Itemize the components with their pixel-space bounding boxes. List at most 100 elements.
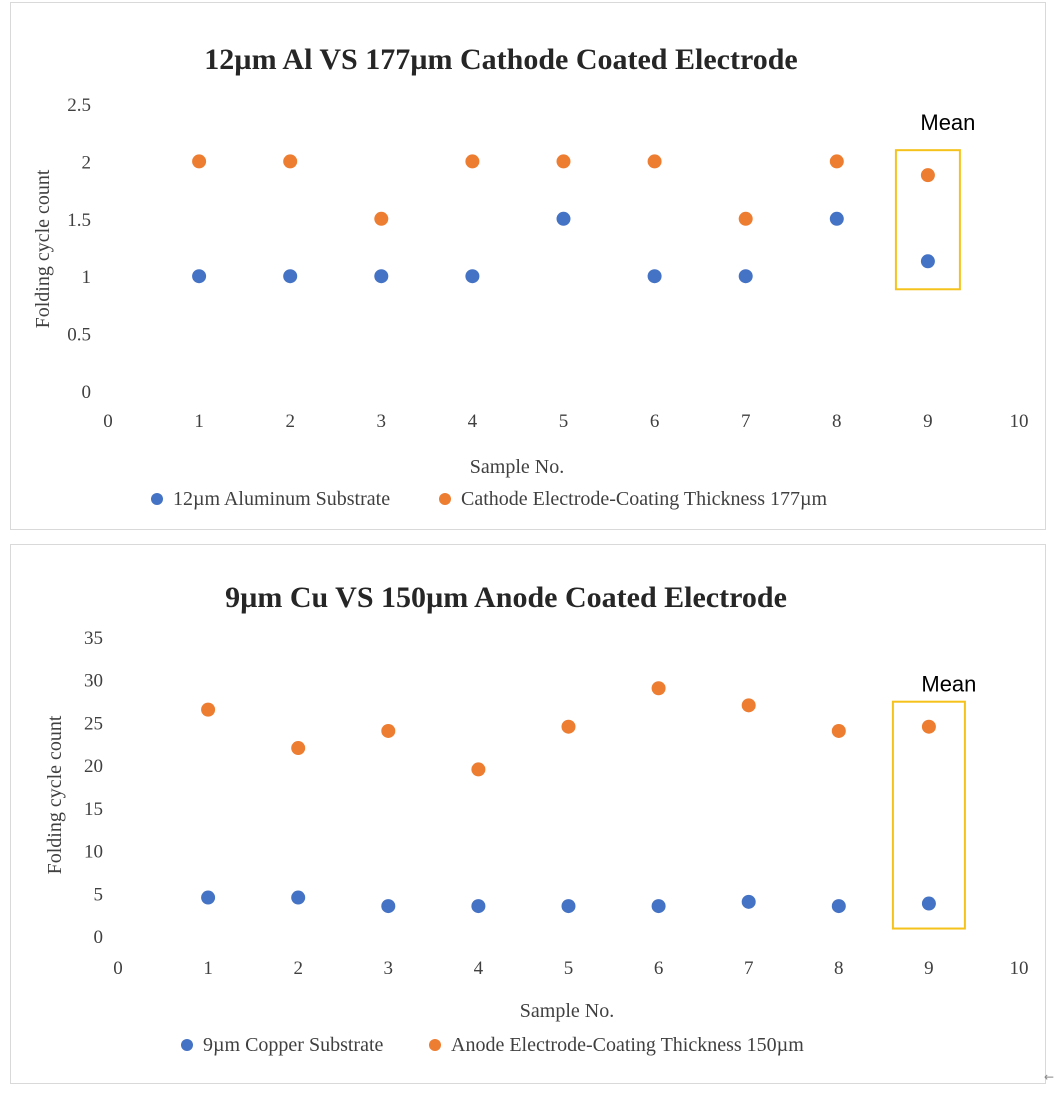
data-point-series-0 (283, 269, 298, 284)
x-tick-labels: 0 1 2 3 4 5 6 7 8 9 10 (113, 958, 1028, 979)
x-tick-labels: 0 1 2 3 4 5 6 7 8 9 10 (103, 411, 1028, 432)
y-tick-labels: 0 5 10 15 20 25 30 35 (84, 628, 103, 948)
mean-annotation: Mean (891, 672, 976, 930)
x-tick-label: 7 (744, 958, 754, 979)
data-point-series-0 (829, 211, 844, 226)
data-point-series-1 (921, 719, 936, 734)
chart-panel-cathode: 12µm Al VS 177µm Cathode Coated Electrod… (10, 2, 1046, 530)
legend-marker-cathode (439, 493, 451, 505)
chart-legend: 9µm Copper Substrate Anode Electrode-Coa… (181, 1034, 804, 1056)
x-tick-label: 9 (924, 958, 934, 979)
x-tick-label: 8 (832, 411, 842, 432)
data-point-series-1 (741, 698, 756, 713)
data-point-series-0 (831, 899, 846, 914)
y-tick-label: 0 (94, 927, 104, 948)
x-axis-label: Sample No. (470, 456, 564, 478)
data-point-series-0 (556, 211, 571, 226)
x-tick-label: 5 (564, 958, 574, 979)
chart-anode: 9µm Cu VS 150µm Anode Coated Electrode S… (44, 581, 1029, 1056)
x-tick-label: 4 (468, 411, 478, 432)
data-point-series-0 (471, 899, 486, 914)
mean-annotation: Mean (894, 110, 975, 291)
y-tick-label: 0 (82, 382, 92, 403)
legend-marker-aluminum (151, 493, 163, 505)
legend-marker-anode (429, 1039, 441, 1051)
y-tick-label: 1 (82, 267, 92, 288)
data-point-series-1 (291, 741, 306, 756)
x-tick-label: 9 (923, 411, 933, 432)
legend-marker-copper (181, 1039, 193, 1051)
legend-label-copper: 9µm Copper Substrate (203, 1034, 384, 1056)
data-point-series-0 (465, 269, 480, 284)
x-tick-label: 4 (474, 958, 484, 979)
data-point-series-0 (201, 890, 216, 905)
data-point-series-1 (381, 723, 396, 738)
data-point-series-1 (283, 154, 298, 169)
legend-label-aluminum: 12µm Aluminum Substrate (173, 488, 390, 510)
x-tick-label: 3 (377, 411, 387, 432)
chart-cathode: 12µm Al VS 177µm Cathode Coated Electrod… (32, 43, 1029, 510)
y-tick-label: 30 (84, 671, 103, 692)
data-point-series-0 (374, 269, 389, 284)
data-point-series-0 (381, 899, 396, 914)
data-point-series-1 (647, 154, 662, 169)
y-tick-labels: 0 0.5 1 1.5 2 2.5 (67, 95, 91, 403)
chart-title: 12µm Al VS 177µm Cathode Coated Electrod… (204, 43, 797, 76)
data-point-series-0 (647, 269, 662, 284)
page-edge-arrow: ← (1044, 1070, 1055, 1084)
x-tick-label: 1 (203, 958, 213, 979)
data-point-series-0 (192, 269, 207, 284)
data-point-series-1 (192, 154, 207, 169)
data-point-series-0 (920, 254, 935, 269)
data-point-series-0 (291, 890, 306, 905)
x-tick-label: 6 (654, 958, 664, 979)
data-point-series-0 (738, 269, 753, 284)
data-point-series-0 (561, 899, 576, 914)
legend-label-anode: Anode Electrode-Coating Thickness 150µm (451, 1034, 804, 1056)
data-point-series-0 (921, 896, 936, 911)
data-points (201, 681, 936, 914)
data-point-series-1 (561, 719, 576, 734)
x-axis-label: Sample No. (520, 1000, 614, 1022)
x-tick-label: 10 (1010, 958, 1029, 979)
mean-label: Mean (920, 110, 975, 135)
legend-label-cathode: Cathode Electrode-Coating Thickness 177µ… (461, 488, 828, 510)
x-tick-label: 5 (559, 411, 569, 432)
y-tick-label: 2 (82, 152, 92, 173)
data-point-series-1 (738, 211, 753, 226)
y-tick-label: 2.5 (67, 95, 91, 116)
y-tick-label: 0.5 (67, 325, 91, 346)
chart-legend: 12µm Aluminum Substrate Cathode Electrod… (151, 488, 828, 510)
data-point-series-1 (556, 154, 571, 169)
data-point-series-1 (465, 154, 480, 169)
data-points (192, 154, 935, 284)
data-point-series-1 (831, 723, 846, 738)
x-tick-label: 2 (293, 958, 303, 979)
x-tick-label: 7 (741, 411, 751, 432)
y-tick-label: 35 (84, 628, 103, 649)
y-tick-label: 1.5 (67, 210, 91, 231)
data-point-series-1 (201, 702, 216, 717)
x-tick-label: 2 (285, 411, 295, 432)
chart-title: 9µm Cu VS 150µm Anode Coated Electrode (225, 581, 787, 614)
x-tick-label: 8 (834, 958, 844, 979)
y-tick-label: 10 (84, 842, 103, 863)
x-tick-label: 0 (103, 411, 113, 432)
y-axis-label: Folding cycle count (32, 169, 54, 328)
y-tick-label: 20 (84, 756, 103, 777)
data-point-series-1 (829, 154, 844, 169)
x-tick-label: 6 (650, 411, 660, 432)
data-point-series-1 (471, 762, 486, 777)
mean-highlight-box (891, 700, 966, 930)
mean-label: Mean (921, 672, 976, 697)
y-tick-label: 25 (84, 713, 103, 734)
data-point-series-1 (374, 211, 389, 226)
y-axis-label: Folding cycle count (44, 715, 66, 874)
data-point-series-0 (651, 899, 666, 914)
x-tick-label: 3 (384, 958, 394, 979)
mean-highlight-box (894, 149, 961, 291)
y-tick-label: 5 (94, 884, 104, 905)
x-tick-label: 1 (194, 411, 204, 432)
x-tick-label: 10 (1010, 411, 1029, 432)
data-point-series-1 (920, 168, 935, 183)
